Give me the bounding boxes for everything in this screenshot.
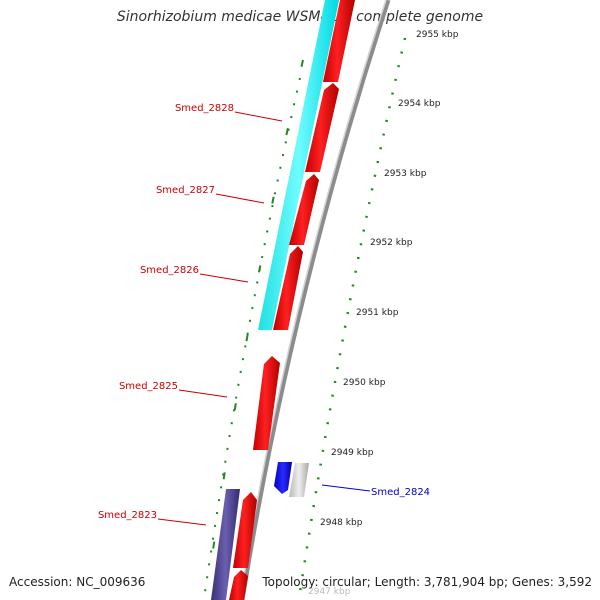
gene-arrow[interactable] (229, 570, 248, 600)
gene-arrow[interactable] (253, 356, 280, 450)
gene-label[interactable]: Smed_2825 (119, 381, 178, 392)
gene-labels: Smed_2828 Smed_2827 Smed_2826 Smed_2825 Smed… (98, 103, 430, 526)
gene-arrow[interactable] (233, 492, 257, 568)
gene-arrow[interactable] (289, 174, 319, 245)
gene-callout-line (178, 389, 228, 398)
dark-band (211, 489, 240, 600)
gene-label[interactable]: Smed_2826 (140, 265, 199, 276)
genome-title: Sinorhizobium medicae WSM419, complete g… (116, 9, 484, 25)
gene-callout-line (215, 193, 265, 204)
gene-arrow-reverse[interactable] (274, 462, 292, 494)
scale-tick-label: 2954 kbp (398, 99, 441, 109)
scale-tick-label: 2951 kbp (356, 308, 399, 318)
gene-label[interactable]: Smed_2828 (175, 103, 234, 114)
gene-callout-line (157, 518, 207, 526)
gene-arrow[interactable] (273, 246, 303, 330)
gene-label[interactable]: Smed_2823 (98, 510, 157, 521)
genome-backbone (239, 0, 391, 600)
gene-callout-line (321, 484, 371, 492)
gene-arrow[interactable] (323, 0, 355, 82)
gene-label[interactable]: Smed_2827 (156, 185, 215, 196)
accession-label: Accession: NC_009636 (9, 575, 146, 589)
scale-tick-label: 2950 kbp (343, 378, 386, 388)
gc-content-band (258, 0, 339, 330)
scale-tick-label: 2947 kbp (308, 587, 351, 597)
scale-tick-label: 2953 kbp (384, 169, 427, 179)
gene-callout-line (234, 111, 283, 122)
scale-tick-label: 2955 kbp (416, 30, 459, 40)
scale-tick-label: 2952 kbp (370, 238, 413, 248)
topology-label: Topology: circular; Length: 3,781,904 bp… (262, 575, 592, 589)
scale-tick-labels: 2955 kbp 2954 kbp 2953 kbp 2952 kbp 2951 kbp… (308, 30, 459, 597)
gene-arrow-reverse[interactable] (289, 463, 309, 497)
scale-tick-label: 2948 kbp (320, 518, 363, 528)
gene-callout-line (199, 273, 249, 283)
gene-arrow[interactable] (305, 83, 339, 172)
scale-tick-label: 2949 kbp (331, 448, 374, 458)
gene-label[interactable]: Smed_2824 (371, 487, 430, 498)
